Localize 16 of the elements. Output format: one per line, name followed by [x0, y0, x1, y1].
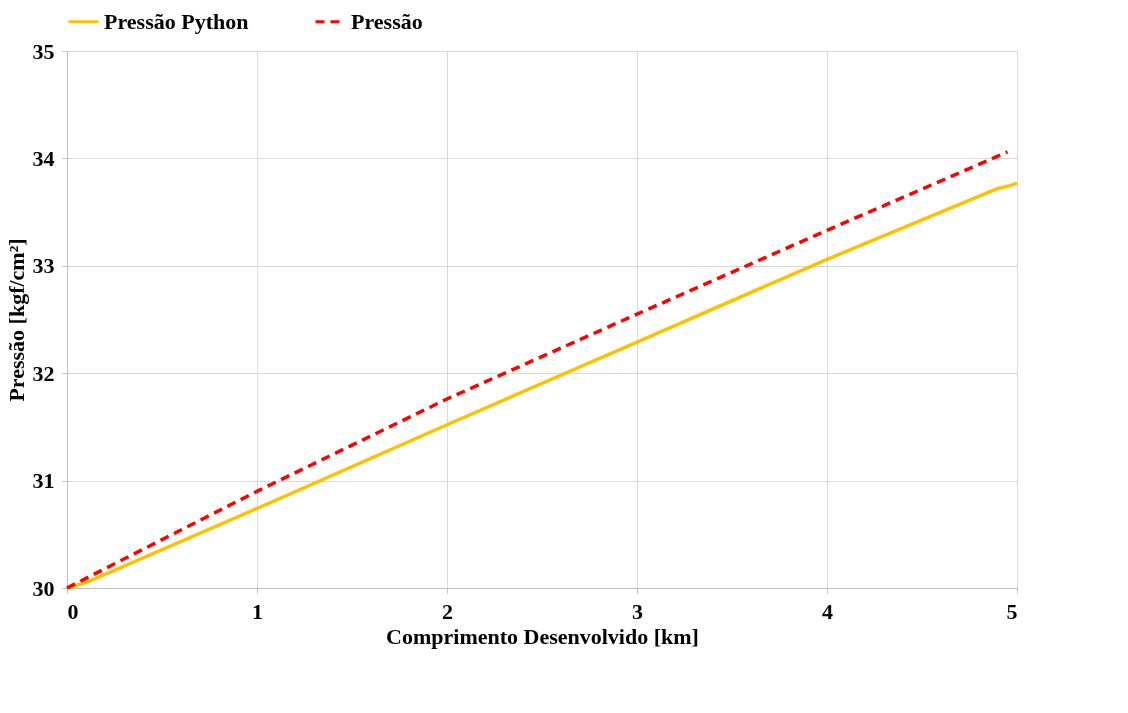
- x-tick-label: 2: [442, 598, 453, 624]
- y-tick-label: 35: [32, 38, 55, 64]
- y-tick-label: 32: [32, 360, 55, 386]
- x-tick-label: 3: [632, 598, 643, 624]
- x-tick-label: 5: [1006, 598, 1018, 624]
- x-tick-label: 0: [67, 598, 79, 624]
- y-tick-label: 34: [32, 145, 55, 171]
- y-tick-label: 31: [32, 468, 55, 494]
- y-tick-label: 33: [32, 253, 55, 279]
- legend-label: Pressão Python: [104, 8, 249, 34]
- y-axis-title: Pressão [kgf/cm²]: [3, 238, 29, 402]
- x-tick-label: 1: [252, 598, 263, 624]
- y-tick-label: 30: [32, 575, 55, 601]
- x-tick-label: 4: [822, 598, 833, 624]
- x-axis-title: Comprimento Desenvolvido [km]: [386, 623, 699, 649]
- legend-label: Pressão: [351, 8, 423, 34]
